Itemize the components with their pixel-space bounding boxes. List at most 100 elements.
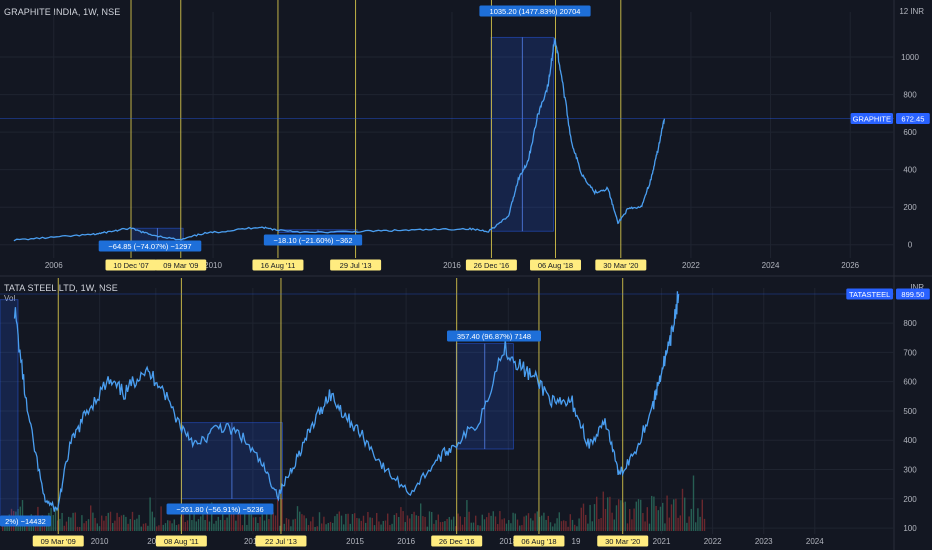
volume-bar (402, 511, 404, 531)
volume-bar (316, 526, 318, 531)
volume-bar (356, 518, 358, 531)
bottom-measure-label-1-bg (166, 503, 274, 515)
volume-bar (437, 514, 439, 531)
volume-bar (516, 519, 519, 531)
volume-bar (70, 517, 72, 531)
top-date-label-3: 29 Jul '13 (340, 261, 372, 270)
volume-bar (156, 526, 158, 531)
volume-bar (527, 513, 530, 531)
volume-bar (532, 520, 534, 531)
volume-bar (629, 508, 631, 531)
volume-bar (296, 506, 299, 531)
volume-bar (644, 521, 646, 531)
volume-bar (206, 511, 208, 531)
volume-bar (290, 526, 292, 531)
volume-bar (149, 497, 151, 531)
volume-bar (195, 521, 197, 531)
volume-bar (270, 513, 272, 531)
volume-bar (662, 502, 664, 531)
bottom-date-label-0: 09 Mar '09 (41, 537, 76, 546)
volume-bar (369, 517, 371, 531)
volume-bar (160, 506, 162, 531)
volume-bar (105, 515, 107, 531)
volume-bar (63, 525, 65, 531)
volume-bar (129, 519, 131, 531)
volume-bar (483, 519, 486, 531)
volume-bar (701, 499, 703, 531)
volume-bar (514, 513, 516, 531)
volume-bar (391, 523, 393, 531)
volume-bar (600, 517, 602, 531)
volume-bar (508, 520, 510, 531)
volume-bar (448, 517, 450, 531)
volume-bar (679, 515, 681, 531)
top-corner-label: 12 (899, 7, 909, 16)
volume-bar (536, 511, 538, 531)
bottom-measure-box-0 (0, 299, 19, 517)
volume-bar (114, 520, 116, 531)
volume-bar (244, 514, 246, 531)
volume-bar (180, 516, 182, 531)
volume-bar (512, 512, 514, 531)
volume-bar (226, 517, 228, 531)
bottom-x-tick-2: 2013 (244, 537, 262, 546)
volume-bar (147, 525, 149, 531)
volume-bar (213, 523, 215, 531)
volume-bar (219, 519, 222, 531)
graphite-last-price-name-bg (850, 113, 893, 125)
volume-bar (642, 513, 644, 531)
volume-bar (424, 516, 426, 531)
volume-bar (57, 520, 59, 531)
volume-bar (668, 517, 670, 531)
volume-bar (697, 508, 699, 531)
volume-bar (204, 519, 206, 531)
volume-bar (79, 526, 81, 531)
bottom-date-label-1: 08 Aug '11 (164, 537, 199, 546)
volume-bar (255, 517, 257, 531)
volume-bar (549, 522, 552, 531)
volume-bar (246, 524, 248, 531)
volume-bar (433, 523, 435, 531)
tatasteel-last-price-value-bg (896, 288, 930, 300)
volume-bar (228, 513, 230, 531)
volume-bar (299, 511, 301, 531)
volume-bar (241, 525, 244, 531)
volume-bar (305, 518, 307, 531)
volume-bar (461, 524, 464, 531)
bottom-y-tick-6: 700 (903, 348, 917, 357)
volume-bar (510, 523, 512, 531)
volume-bar (688, 516, 690, 531)
volume-bar (252, 517, 255, 531)
volume-bar (389, 525, 391, 531)
top-y-tick-1: 200 (903, 203, 917, 212)
bottom-measure-label-2: 357.40 (96.87%) 7148 (457, 332, 531, 341)
volume-bar (332, 522, 334, 531)
bottom-measure-label-2-bg (447, 330, 541, 342)
volume-bar (107, 512, 109, 531)
volume-bar (321, 523, 323, 531)
top-x-tick-1: 2010 (204, 261, 222, 270)
volume-bar (109, 511, 112, 531)
top-x-tick-0: 2006 (45, 261, 63, 270)
volume-bar (558, 512, 560, 531)
volume-bar (574, 524, 576, 531)
volume-bar (585, 514, 587, 531)
top-y-tick-4: 800 (903, 91, 917, 100)
volume-bar (479, 525, 481, 531)
bottom-x-tick-0: 2010 (91, 537, 109, 546)
volume-bar (411, 514, 413, 531)
top-symbol-title: GRAPHITE INDIA, 1W, NSE (4, 7, 121, 17)
top-currency: INR (910, 7, 924, 16)
volume-bar (285, 518, 288, 531)
volume-bar (215, 520, 217, 531)
volume-bar (626, 523, 629, 531)
volume-bar (409, 518, 411, 531)
volume-bar (582, 503, 585, 531)
volume-bar (444, 521, 446, 531)
volume-bar (607, 497, 609, 531)
volume-bar (376, 513, 378, 531)
volume-bar (552, 526, 554, 531)
volume-bar (494, 516, 497, 531)
